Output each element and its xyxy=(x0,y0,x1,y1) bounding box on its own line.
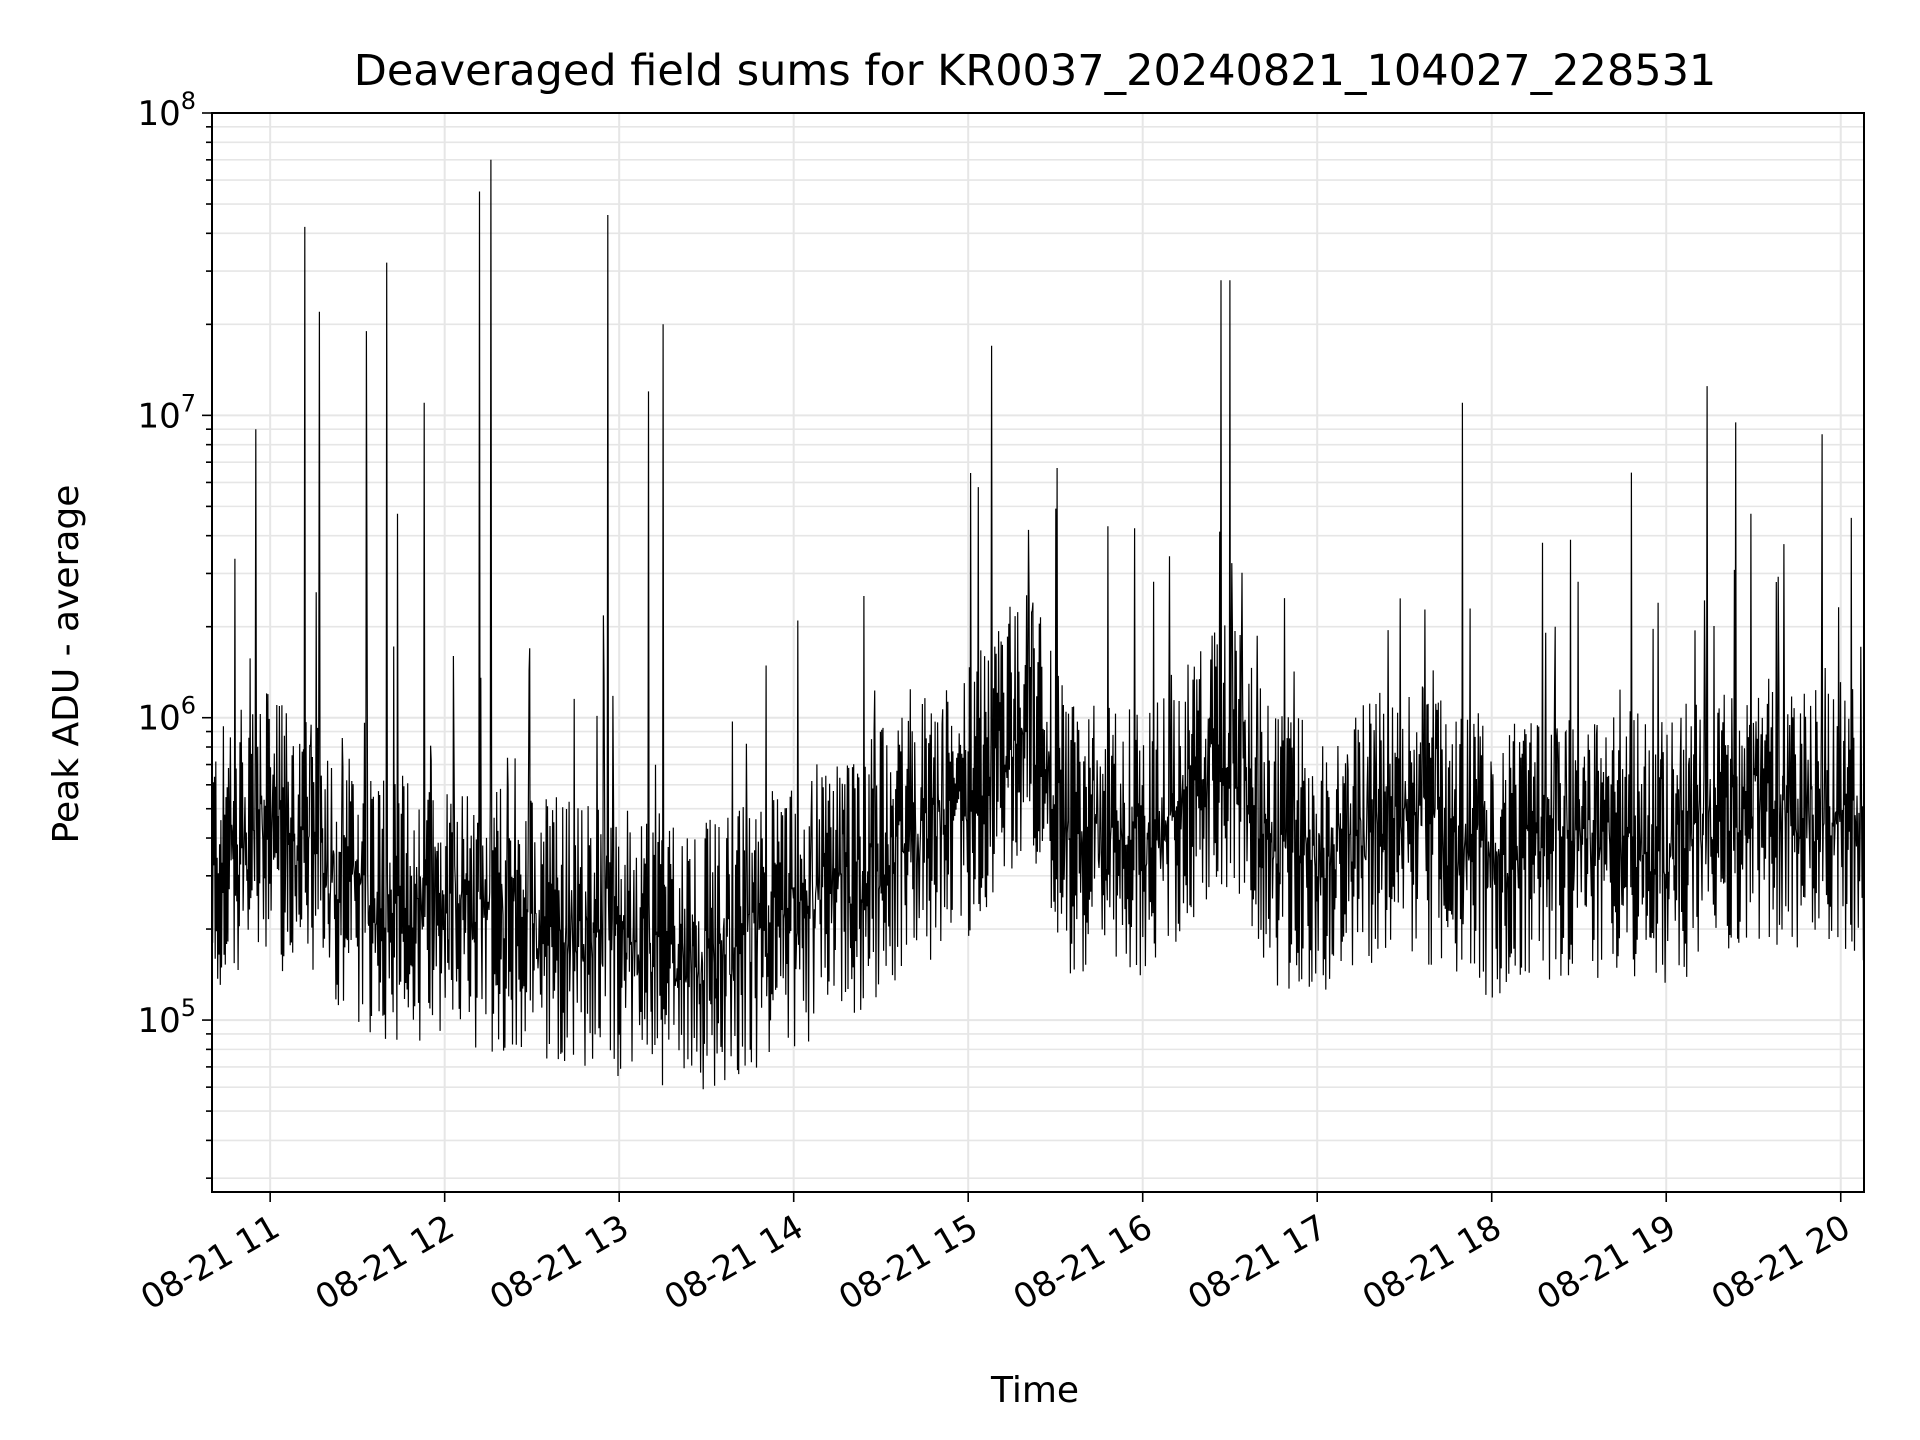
y-tick-label: 105 xyxy=(137,994,196,1041)
x-axis-label: Time xyxy=(990,1370,1079,1411)
y-axis-label: Peak ADU - average xyxy=(46,485,87,844)
y-tick-label: 108 xyxy=(137,87,196,134)
series-line xyxy=(211,159,1865,1090)
y-tick-label: 107 xyxy=(137,389,196,436)
chart-title: Deaveraged field sums for KR0037_2024082… xyxy=(354,46,1717,96)
series-line-path xyxy=(211,159,1865,1090)
plot-frame xyxy=(211,112,1865,1193)
y-tick-label: 106 xyxy=(137,692,196,739)
